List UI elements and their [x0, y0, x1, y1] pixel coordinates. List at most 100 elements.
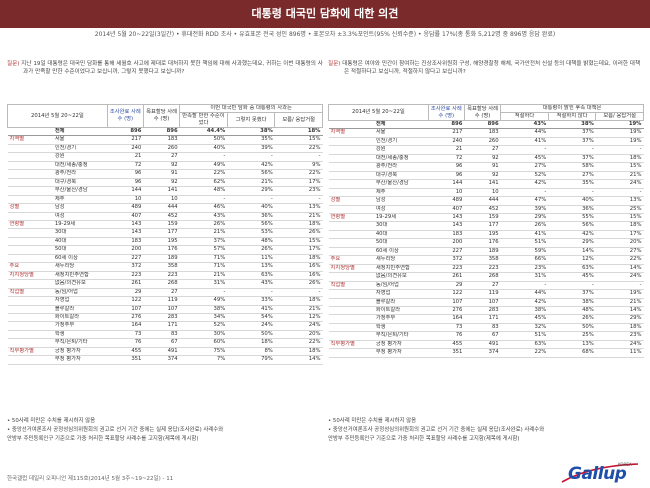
target-count: 260 — [464, 137, 501, 147]
row-group-label: 직무평가별 — [328, 339, 374, 350]
target-count: 183 — [143, 135, 180, 145]
target-count: 67 — [464, 331, 501, 341]
completed-count: 107 — [107, 305, 144, 314]
table-row: 전체 896 896 43% 38% 19% — [328, 120, 644, 130]
pct-value-3: 27% — [595, 247, 644, 257]
pct-value-1: - — [179, 152, 228, 162]
pct-value-2: 68% — [548, 348, 596, 358]
completed-count: 276 — [107, 313, 144, 323]
row-label: 화이트칼라 — [52, 313, 108, 323]
row-label: 대전/세종/충청 — [52, 161, 108, 171]
left-col-c3: 만족할 만한 수준이었다 — [179, 112, 228, 128]
pct-value-1: 22% — [179, 169, 228, 179]
target-count: 374 — [464, 348, 501, 358]
table-row: 가정주부 164 171 45% 26% 29% — [328, 314, 644, 324]
pct-value-3: 22% — [274, 338, 323, 348]
pct-value-2: 45% — [548, 272, 596, 282]
row-label: 서울 — [373, 128, 429, 138]
completed-count: 351 — [107, 355, 144, 365]
completed-count: 227 — [107, 254, 144, 264]
target-count: 83 — [143, 330, 180, 340]
pct-value-3: 25% — [595, 205, 644, 215]
pct-value-1: 38% — [179, 305, 228, 314]
table-row: 화이트칼라 276 283 34% 54% 12% — [7, 313, 323, 323]
pct-value-3: 18% — [274, 296, 323, 306]
row-group-label: 연령별 — [7, 219, 53, 230]
right-table-body: 전체 896 896 43% 38% 19% 지역별 서울 217 183 44% 37% 19% 인천/… — [328, 120, 644, 358]
pct-value-1: - — [500, 145, 549, 155]
table-row: 부정 평가자 351 374 22% 68% 11% — [328, 348, 644, 358]
row-group-label: 직업별 — [7, 287, 53, 298]
completed-count: 72 — [107, 161, 144, 171]
table-row: 전체 896 896 44.4% 38% 18% — [7, 127, 323, 137]
right-col-c3: 적절하다 — [500, 112, 549, 121]
row-label: 인천/경기 — [373, 137, 429, 147]
pct-value-1: 39% — [500, 205, 549, 215]
row-label: 자영업 — [52, 296, 108, 306]
row-label: 새정치민주연합 — [52, 271, 108, 281]
pct-value-2: 21% — [227, 178, 275, 188]
row-group-label — [328, 289, 374, 299]
target-count: 10 — [143, 195, 180, 205]
pct-value-2: 8% — [227, 346, 275, 357]
row-label: 부정 평가자 — [52, 355, 108, 365]
completed-count: 76 — [107, 338, 144, 348]
right-col-completed: 조사완료 사례수 (명) — [427, 104, 465, 121]
completed-count: 10 — [428, 188, 465, 198]
table-row: 연령별 19-29세 143 159 26% 56% 18% — [7, 219, 323, 230]
pct-value-2: 35% — [548, 179, 596, 189]
pct-value-2: 37% — [548, 154, 596, 164]
table-row: 제주 10 10- - - — [328, 188, 644, 198]
pct-value-2: 55% — [548, 212, 596, 223]
pct-value-3: 24% — [595, 179, 644, 189]
pct-value-1: 42% — [500, 179, 549, 189]
left-col-c4: 그렇지 못했다 — [226, 112, 276, 128]
target-count: 159 — [464, 212, 501, 223]
pct-value-2: 27% — [548, 171, 596, 181]
row-group-label — [328, 205, 374, 215]
pct-value-2: 56% — [227, 219, 275, 230]
target-count: 91 — [464, 162, 501, 172]
pct-value-1: 63% — [500, 339, 549, 350]
pct-value-3: 24% — [595, 339, 644, 350]
row-label: 블루칼라 — [52, 305, 108, 314]
pct-value-1: 43% — [500, 120, 549, 130]
row-label: 학생 — [52, 330, 108, 340]
target-count: 27 — [464, 280, 501, 291]
table-row: 성별 남성 489 444 47% 40% 13% — [328, 196, 644, 206]
row-label: 부산/울산/경남 — [373, 179, 429, 189]
pct-value-3: 29% — [595, 314, 644, 324]
target-count: 10 — [464, 188, 501, 198]
left-notes: • 50사례 미만은 수치를 제시하지 않음 • 중앙선거여론조사 공정성심의위… — [7, 417, 323, 444]
table-row: 60세 이상 227 189 59% 14% 27% — [328, 247, 644, 257]
pct-value-2: 26% — [227, 245, 275, 255]
completed-count: 227 — [428, 247, 465, 257]
pct-value-1: 27% — [500, 162, 549, 172]
completed-count: 107 — [428, 298, 465, 307]
pct-value-3: 24% — [274, 321, 323, 331]
pct-value-3: 13% — [274, 203, 323, 213]
pct-value-2: 43% — [227, 279, 275, 289]
pct-value-2: 79% — [227, 355, 275, 365]
pct-value-3: 13% — [595, 196, 644, 206]
note-line: • 50사례 미만은 수치를 제시하지 않음 — [7, 418, 96, 424]
pct-value-2: 33% — [227, 296, 275, 306]
row-label: 농/임/어업 — [52, 287, 108, 298]
row-group-label — [7, 355, 53, 365]
left-col-completed: 조사완료 사례수 (명) — [106, 104, 144, 128]
completed-count: 183 — [107, 237, 144, 247]
completed-count: 183 — [428, 230, 465, 240]
pct-value-3: 19% — [595, 120, 644, 130]
target-count: 27 — [143, 287, 180, 298]
table-row: 제주 10 10- - - — [7, 195, 323, 205]
target-count: 283 — [464, 306, 501, 316]
pct-value-1: 62% — [179, 178, 228, 188]
pct-value-3: 14% — [595, 264, 644, 274]
table-row: 광주/전라 96 91 27% 58% 15% — [328, 162, 644, 172]
pct-value-1: 44% — [500, 128, 549, 138]
pct-value-1: 30% — [179, 330, 228, 340]
pct-value-1: 60% — [179, 338, 228, 348]
pct-value-1: - — [179, 287, 228, 298]
right-col-c4: 적절하지 않다 — [547, 112, 597, 121]
pct-value-2: 56% — [227, 169, 275, 179]
